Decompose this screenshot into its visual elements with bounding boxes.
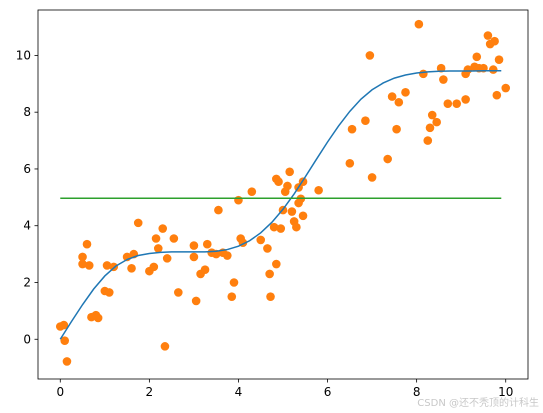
y-tick-label: 4: [23, 219, 31, 233]
axes-border: [37, 9, 529, 380]
scatter-point: [283, 181, 292, 191]
scatter-point: [104, 288, 114, 297]
scatter-point: [285, 167, 294, 177]
scatter-point: [169, 234, 179, 243]
scatter-point: [151, 234, 161, 243]
scatter-point: [269, 222, 279, 232]
scatter-point: [234, 195, 243, 205]
y-tick-label: 2: [23, 275, 31, 289]
scatter-point: [127, 264, 136, 273]
scatter-point: [174, 288, 183, 297]
scatter-point: [263, 244, 272, 253]
scatter-point: [153, 244, 163, 253]
scatter-point: [223, 251, 232, 260]
scatter-point: [82, 239, 92, 249]
scatter-point: [387, 92, 397, 101]
scatter-point: [361, 116, 370, 125]
scatter-point: [419, 69, 428, 79]
scatter-point: [62, 357, 72, 366]
scatter-point: [488, 65, 498, 74]
scatter-point: [483, 31, 493, 40]
scatter-point: [93, 313, 103, 323]
scatter-point: [383, 154, 392, 164]
fit-curve-line: [59, 69, 502, 340]
scatter-point: [427, 110, 437, 120]
x-tick-label: 4: [235, 385, 243, 399]
y-tick-label: 6: [23, 162, 31, 176]
x-tick-label: 10: [498, 385, 513, 399]
scatter-point: [214, 205, 223, 215]
scatter-point: [247, 187, 257, 196]
y-tick-label: 0: [23, 332, 31, 346]
scatter-point: [272, 259, 281, 269]
scatter-point: [189, 241, 199, 250]
scatter-point: [365, 51, 375, 60]
scatter-point: [298, 211, 308, 221]
scatter-point: [189, 252, 199, 262]
x-tick-label: 2: [146, 385, 154, 399]
scatter-point: [287, 207, 297, 216]
scatter-point: [276, 224, 286, 233]
plot-area: [55, 19, 511, 366]
scatter-point: [494, 55, 504, 64]
scatter-point: [60, 336, 70, 345]
watermark: CSDN @还不秃顶的计科生: [417, 398, 539, 409]
axes-frame: [37, 9, 529, 380]
scatter-point: [436, 63, 446, 73]
scatter-point: [78, 252, 87, 262]
scatter-point: [314, 185, 323, 195]
scatter-point: [472, 52, 482, 62]
scatter-point: [256, 235, 266, 245]
scatter-point: [160, 342, 170, 351]
y-tick-label: 8: [23, 105, 31, 119]
scatter-point: [162, 254, 172, 263]
scatter-point: [490, 36, 499, 46]
scatter-point: [461, 95, 470, 104]
scatter-point: [367, 173, 377, 182]
scatter-series: [55, 19, 511, 366]
scatter-point: [200, 265, 210, 275]
x-tick-label: 0: [56, 385, 64, 399]
scatter-point: [392, 124, 401, 134]
scatter-point: [133, 218, 143, 228]
x-tick-label: 6: [324, 385, 332, 399]
scatter-point: [265, 269, 274, 279]
scatter-point: [84, 261, 94, 270]
scatter-point: [452, 99, 462, 108]
x-tick-label: 8: [413, 385, 421, 399]
scatter-point: [191, 296, 201, 306]
scatter-point: [501, 83, 511, 93]
scatter-point: [229, 278, 239, 287]
scatter-point: [266, 292, 275, 301]
scatter-point: [492, 90, 502, 100]
y-axis: 0 2 4 6 8 10: [16, 48, 38, 346]
scatter-point: [158, 224, 168, 233]
scatter-point: [227, 292, 237, 301]
scatter-point: [394, 97, 404, 107]
x-axis: 0 2 4 6 8 10: [56, 379, 513, 399]
scatter-point: [401, 88, 410, 97]
scatter-point: [443, 99, 453, 108]
scatter-point: [274, 177, 283, 187]
scatter-point: [414, 19, 424, 29]
scatter-point: [439, 75, 448, 84]
scatter-point: [59, 320, 69, 330]
scatter-point: [102, 261, 112, 270]
scatter-point: [292, 222, 301, 232]
scatter-point: [345, 158, 355, 168]
scatter-point: [78, 259, 87, 269]
scatter-point: [202, 239, 212, 249]
y-tick-label: 10: [16, 48, 31, 62]
scatter-point: [347, 124, 357, 134]
scatter-point: [149, 262, 159, 272]
scatter-point: [432, 117, 441, 127]
scatter-point: [425, 123, 435, 133]
scatter-point: [423, 136, 433, 145]
